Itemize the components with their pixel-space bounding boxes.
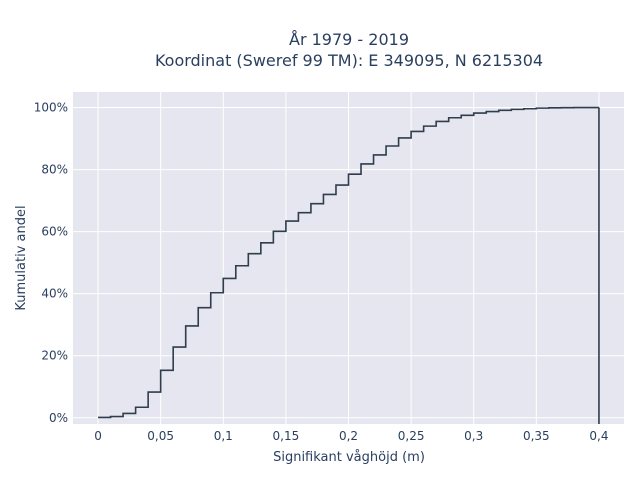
chart-title-line-2: Koordinat (Sweref 99 TM): E 349095, N 62… xyxy=(155,51,543,70)
y-tick-label-5: 100% xyxy=(34,101,68,115)
cdf-series-line xyxy=(98,106,600,424)
y-tick-label-4: 80% xyxy=(41,163,68,177)
x-tick-label-3: 0,15 xyxy=(273,429,300,443)
chart-title-line-1: År 1979 - 2019 xyxy=(289,30,409,49)
y-tick-labels: 0% 20% 40% 60% 80% 100% xyxy=(34,101,68,425)
y-tick-label-2: 40% xyxy=(41,287,68,301)
y-tick-label-3: 60% xyxy=(41,225,68,239)
x-axis-title: Signifikant våghöjd (m) xyxy=(273,450,425,465)
x-tick-label-5: 0,25 xyxy=(398,429,425,443)
x-tick-labels: 0 0,05 0,1 0,15 0,2 0,25 0,3 0,35 0,4 xyxy=(94,429,608,443)
y-tick-label-0: 0% xyxy=(49,411,68,425)
x-tick-label-2: 0,1 xyxy=(214,429,233,443)
y-tick-label-1: 20% xyxy=(41,349,68,363)
x-tick-label-1: 0,05 xyxy=(147,429,174,443)
x-tick-label-8: 0,4 xyxy=(589,429,608,443)
x-tick-label-0: 0 xyxy=(94,429,102,443)
x-tick-label-7: 0,35 xyxy=(523,429,550,443)
y-axis-title: Kumulativ andel xyxy=(14,205,29,310)
x-tick-label-4: 0,2 xyxy=(339,429,358,443)
x-tick-label-6: 0,3 xyxy=(464,429,483,443)
